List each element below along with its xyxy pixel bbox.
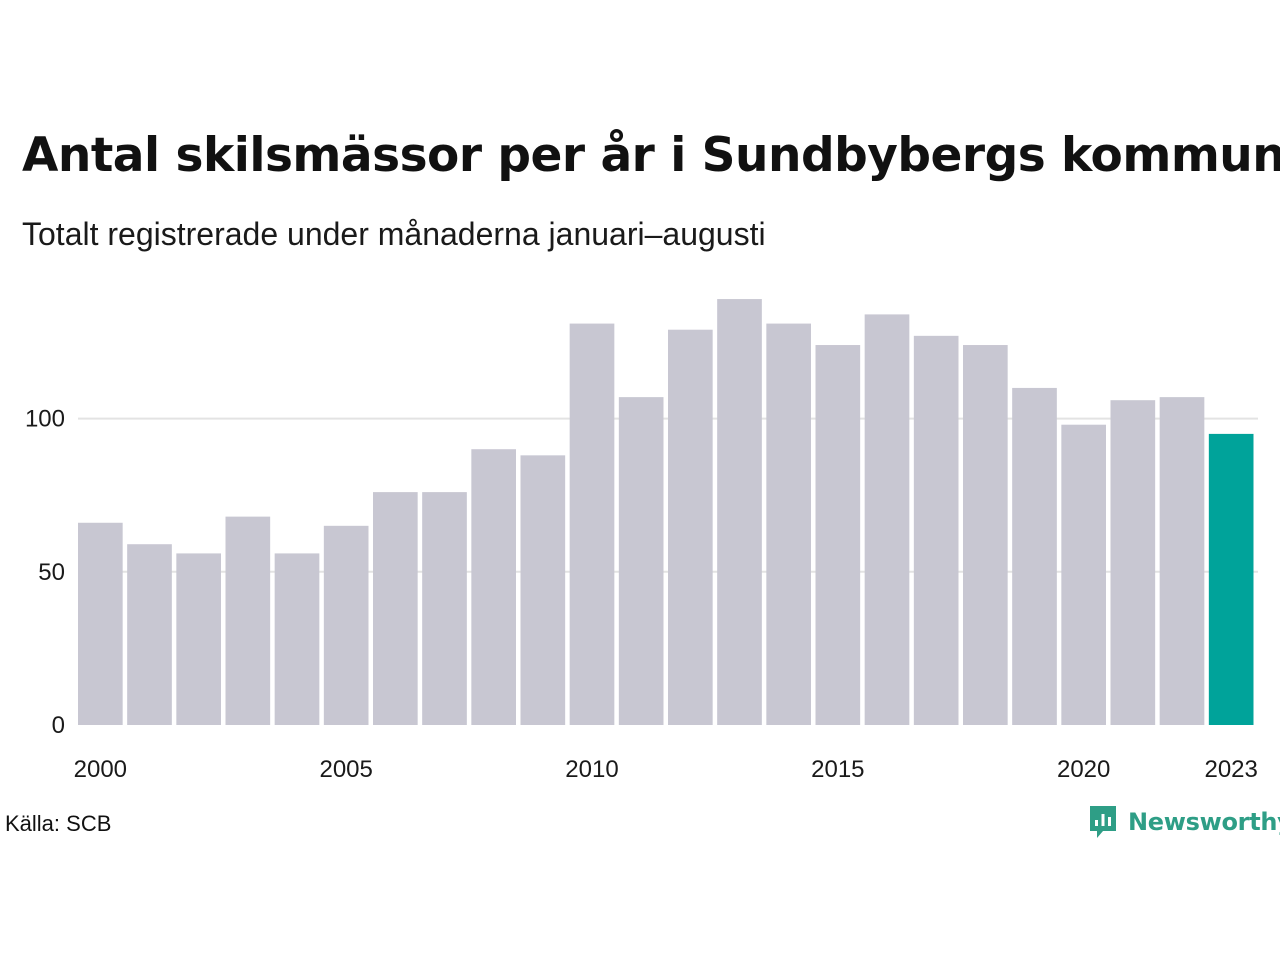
x-tick-label-2015: 2015 bbox=[811, 756, 864, 783]
bar-2005 bbox=[323, 525, 369, 725]
chart-subtitle: Totalt registrerade under månaderna janu… bbox=[22, 216, 766, 252]
x-tick-label-2000: 2000 bbox=[74, 756, 127, 783]
y-tick-label-0: 0 bbox=[52, 712, 65, 739]
source-label: Källa: SCB bbox=[5, 811, 112, 836]
bar-2016 bbox=[864, 314, 910, 725]
y-tick-label-100: 100 bbox=[25, 406, 65, 433]
bar-2022 bbox=[1159, 397, 1205, 725]
bar-2001 bbox=[127, 544, 172, 725]
bar-2003 bbox=[225, 516, 271, 725]
chart-title: Antal skilsmässor per år i Sundbybergs k… bbox=[22, 128, 1280, 183]
bar-chart: 0 50 100 2000 2005 2010 2015 2020 2023 bbox=[25, 299, 1258, 783]
x-tick-label-2023: 2023 bbox=[1204, 756, 1257, 783]
bar-2011 bbox=[618, 397, 664, 725]
bar-2008 bbox=[471, 449, 516, 725]
bar-2014 bbox=[766, 323, 811, 725]
bar-2010 bbox=[569, 323, 615, 725]
bar-2021 bbox=[1110, 400, 1156, 725]
x-tick-label-2010: 2010 bbox=[565, 756, 618, 783]
x-tick-label-2005: 2005 bbox=[319, 756, 372, 783]
bar-2000 bbox=[78, 522, 123, 725]
brand-name: Newsworthy bbox=[1128, 808, 1280, 836]
y-tick-label-50: 50 bbox=[38, 559, 65, 586]
bars bbox=[78, 299, 1254, 725]
bar-2012 bbox=[668, 329, 713, 725]
bar-2004 bbox=[274, 553, 320, 725]
newsworthy-logo: Newsworthy bbox=[1088, 804, 1280, 840]
bar-2007 bbox=[422, 492, 467, 725]
bar-2018 bbox=[963, 345, 1008, 725]
bar-2002 bbox=[176, 553, 221, 725]
bar-2015 bbox=[815, 345, 861, 725]
bar-2023 bbox=[1208, 433, 1254, 725]
x-tick-label-2020: 2020 bbox=[1057, 756, 1110, 783]
y-axis: 0 50 100 bbox=[25, 406, 65, 739]
bar-2019 bbox=[1012, 387, 1057, 725]
bar-2006 bbox=[373, 492, 418, 725]
bar-2020 bbox=[1061, 424, 1106, 725]
bar-2013 bbox=[717, 299, 762, 725]
x-axis: 2000 2005 2010 2015 2020 2023 bbox=[74, 756, 1258, 783]
bar-2009 bbox=[520, 455, 566, 725]
newsworthy-logo-icon bbox=[1090, 806, 1116, 838]
bar-2017 bbox=[913, 335, 959, 725]
